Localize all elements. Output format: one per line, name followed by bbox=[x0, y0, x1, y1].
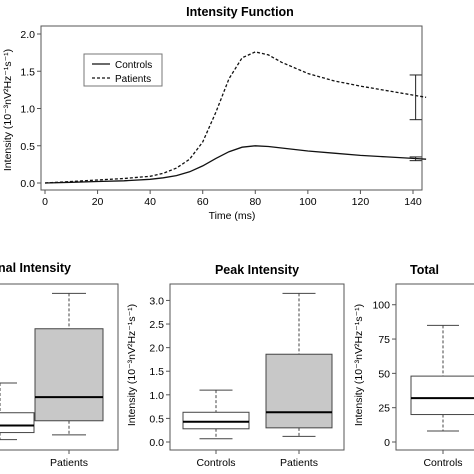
y-tick-label: 1.0 bbox=[20, 104, 35, 116]
x-tick-label: 40 bbox=[144, 196, 156, 208]
box-chart-2-title: Peak Intensity bbox=[215, 263, 299, 277]
y-tick-label: 0.0 bbox=[149, 437, 164, 449]
box-iqr bbox=[182, 411, 250, 430]
box-group-0 bbox=[0, 382, 35, 441]
plot-frame bbox=[395, 283, 474, 451]
y-tick-label: 0.5 bbox=[20, 141, 35, 153]
x-tick-label: 0 bbox=[42, 196, 48, 208]
legend-box bbox=[83, 53, 163, 87]
line-chart-title: Intensity Function bbox=[186, 5, 294, 19]
x-tick-label: Patients bbox=[50, 457, 88, 469]
box-chart-3: 0 25 50 75 100 Controls bbox=[372, 283, 474, 469]
box-controls bbox=[410, 324, 474, 432]
plot-frame bbox=[0, 283, 119, 451]
y-tick-label: 1.5 bbox=[20, 66, 35, 78]
y-tick-label: 3.0 bbox=[149, 295, 164, 307]
box-iqr bbox=[0, 412, 35, 434]
line-chart-xlabel: Time (ms) bbox=[209, 210, 256, 222]
line-chart-ylabel: Intensity (10⁻³nV²Hz⁻¹s⁻¹) bbox=[2, 49, 14, 171]
box-iqr bbox=[34, 328, 104, 422]
y-tick-label: 0 bbox=[384, 437, 390, 449]
y-tick-label: 25 bbox=[378, 403, 390, 415]
x-tick-label: 20 bbox=[92, 196, 104, 208]
legend-label-controls: Controls bbox=[115, 60, 152, 71]
y-tick-label: 2.5 bbox=[149, 319, 164, 331]
box-chart-1: Patients bbox=[0, 283, 119, 469]
y-tick-label: 2.0 bbox=[149, 343, 164, 355]
box-chart-1-title: nal Intensity bbox=[0, 261, 71, 275]
series-line-patients bbox=[44, 51, 427, 184]
plot-frame bbox=[169, 283, 345, 451]
x-tick-label: 60 bbox=[197, 196, 209, 208]
series-line-controls bbox=[44, 145, 427, 184]
x-tick-label: 80 bbox=[249, 196, 261, 208]
legend: Controls Patients bbox=[83, 53, 163, 87]
y-tick-label: 2.0 bbox=[20, 29, 35, 41]
y-tick-label: 0.5 bbox=[149, 413, 164, 425]
box-patients bbox=[34, 292, 104, 436]
box-controls bbox=[182, 389, 250, 440]
box-chart-3-ylabel: Intensity (10⁻³nV²Hz⁻¹s⁻¹) bbox=[353, 304, 365, 426]
x-tick-label: 120 bbox=[352, 196, 370, 208]
box-iqr bbox=[410, 375, 474, 416]
x-tick-label: 140 bbox=[404, 196, 422, 208]
y-tick-label: 50 bbox=[378, 368, 390, 380]
y-tick-label: 75 bbox=[378, 334, 390, 346]
y-tick-label: 1.5 bbox=[149, 366, 164, 378]
y-tick-label: 1.0 bbox=[149, 390, 164, 402]
x-tick-label: Controls bbox=[196, 457, 235, 469]
box-chart-2: 0.0 0.5 1.0 1.5 2.0 2.5 3.0 Controls Patients bbox=[149, 283, 345, 469]
y-tick-label: 100 bbox=[372, 300, 390, 312]
x-tick-label: 100 bbox=[299, 196, 317, 208]
y-tick-label: 0.0 bbox=[20, 178, 35, 190]
x-tick-label: Patients bbox=[280, 457, 318, 469]
x-tick-label: Controls bbox=[423, 457, 462, 469]
plot-frame bbox=[40, 25, 423, 191]
box-iqr bbox=[265, 353, 333, 429]
box-chart-2-ylabel: Intensity (10⁻³nV²Hz⁻¹s⁻¹) bbox=[126, 304, 138, 426]
line-chart: 0.0 0.5 1.0 1.5 2.0 0 20 40 60 80 100 120 140 Control… bbox=[20, 25, 427, 208]
legend-label-patients: Patients bbox=[115, 74, 151, 85]
box-patients bbox=[265, 292, 333, 437]
box-chart-3-title: Total bbox=[410, 263, 439, 277]
